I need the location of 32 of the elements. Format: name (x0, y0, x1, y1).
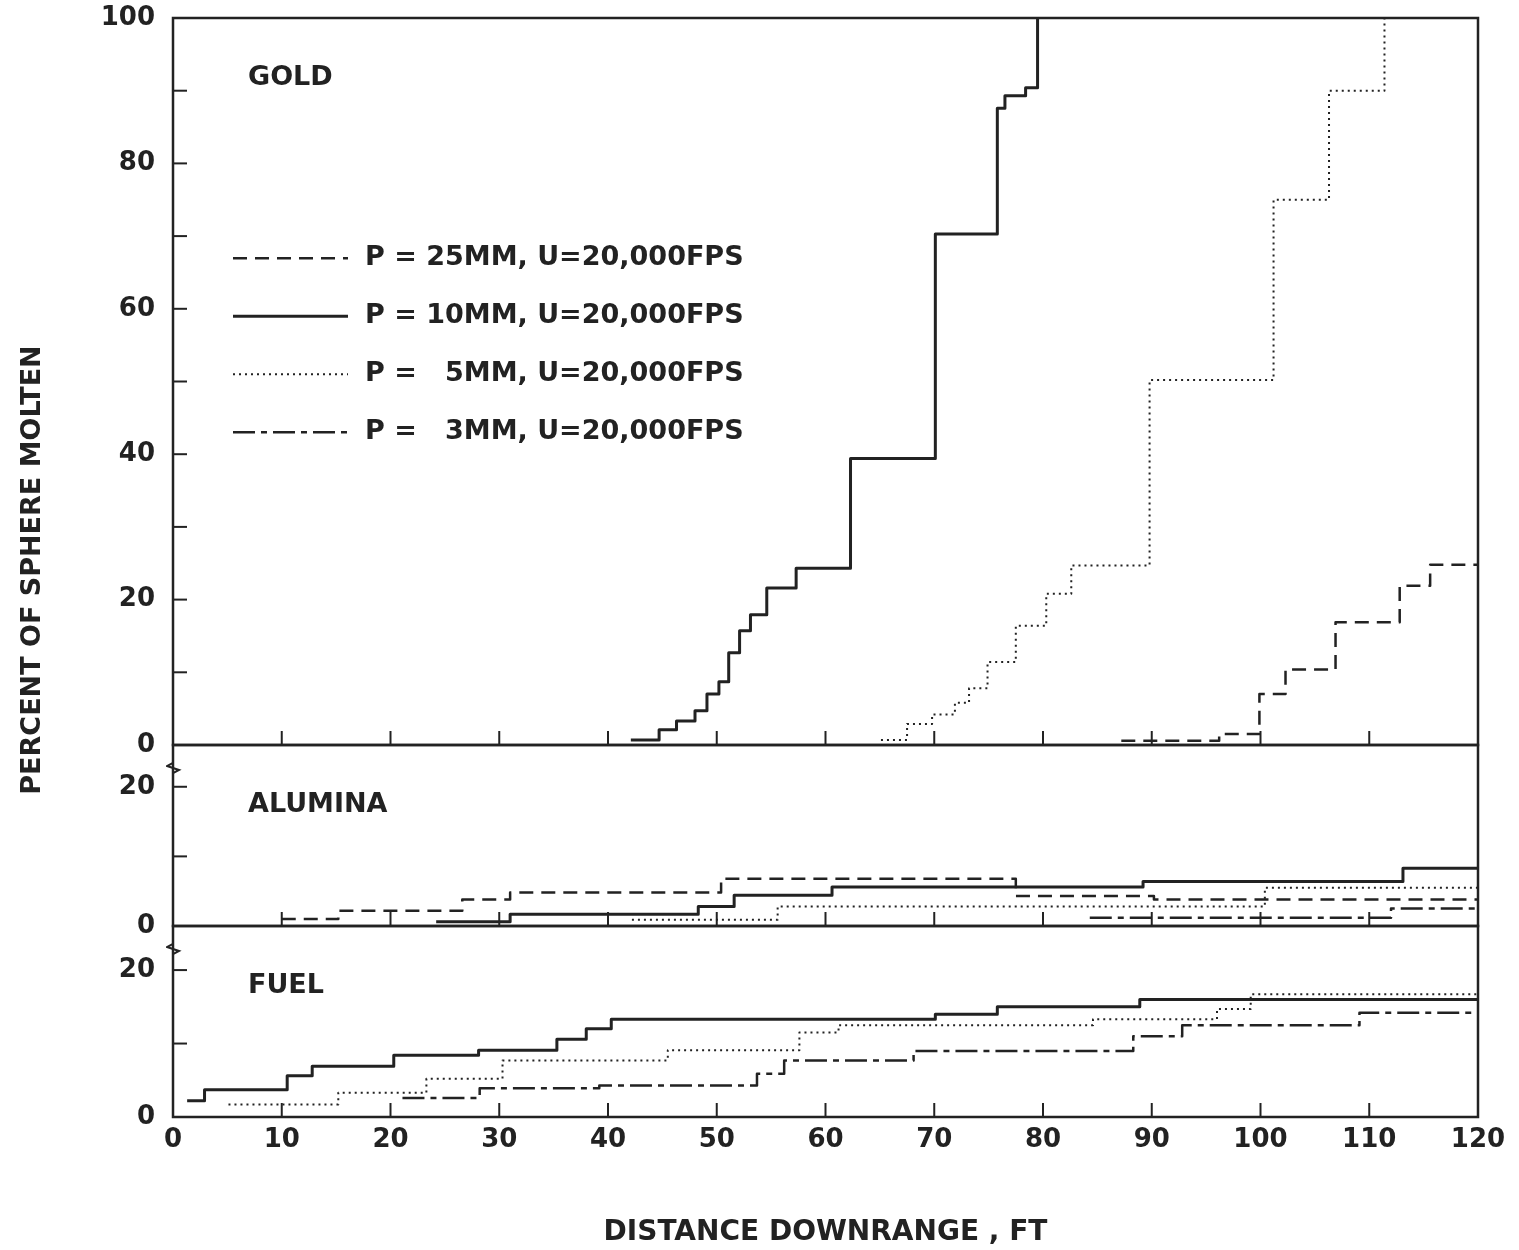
y-tick-label: 40 (118, 436, 155, 467)
legend-label: P = 10MM, U=20,000FPS (365, 298, 744, 330)
y-tick-label: 60 (118, 291, 155, 322)
y-tick-label: 20 (118, 582, 155, 613)
x-tick-label: 50 (698, 1123, 735, 1154)
x-tick-label: 30 (481, 1123, 518, 1154)
x-tick-label: 80 (1024, 1123, 1062, 1154)
x-tick-label: 0 (163, 1123, 183, 1154)
text: ALUMINA (248, 787, 388, 819)
legend-label: P = 3MM, U=20,000FPS (365, 414, 744, 446)
y-axis-title: PERCENT OF SPHERE MOLTEN (14, 345, 46, 795)
legend-label: P = 25MM, U=20,000FPS (365, 240, 744, 272)
x-axis-title: DISTANCE DOWNRANGE , FT (603, 1214, 1048, 1248)
x-tick-label: 20 (372, 1123, 409, 1154)
x-tick-label: 120 (1450, 1123, 1506, 1154)
text: FUEL (248, 968, 325, 1000)
x-tick-label: 100 (1233, 1123, 1288, 1154)
legend-label: P = 5MM, U=20,000FPS (365, 356, 744, 388)
x-tick-label: 10 (263, 1123, 300, 1154)
y-tick-label: 20 (118, 952, 155, 983)
y-tick-label: 0 (136, 908, 155, 939)
x-tick-label: 40 (589, 1123, 627, 1154)
y-tick-label: 0 (136, 1099, 155, 1130)
y-tick-label: 0 (136, 727, 155, 758)
x-tick-label: 90 (1133, 1123, 1170, 1154)
y-tick-label: 100 (100, 0, 155, 31)
x-tick-label: 60 (807, 1123, 844, 1154)
x-tick-label: 70 (916, 1123, 953, 1154)
y-tick-label: 20 (118, 769, 155, 800)
text: GOLD (248, 60, 333, 92)
y-tick-label: 80 (118, 146, 155, 177)
x-tick-label: 110 (1342, 1123, 1397, 1154)
